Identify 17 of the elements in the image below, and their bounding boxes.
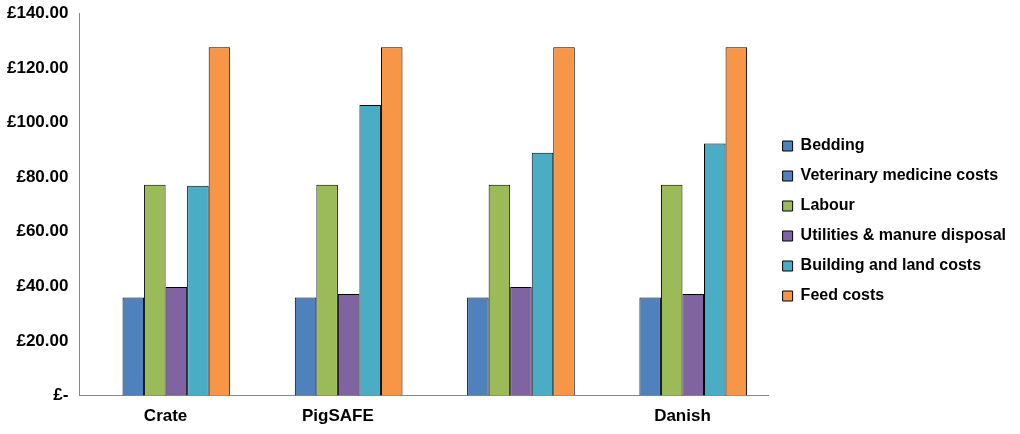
legend-label: Veterinary medicine costs: [800, 166, 999, 184]
legend-label: Feed costs: [800, 286, 885, 304]
y-tick-label: £80.00: [16, 166, 69, 186]
legend-label: Labour: [800, 196, 855, 214]
y-tick-label: £120.00: [7, 57, 69, 77]
legend-label: Utilities & manure disposal: [800, 226, 1007, 244]
y-tick-label: £20.00: [16, 330, 69, 350]
x-tick-label: Crate: [143, 406, 188, 426]
y-tick-label: £-: [53, 385, 69, 405]
y-tick-label: £140.00: [7, 2, 69, 22]
x-tick-label: Danish: [654, 406, 711, 426]
legend-label: Bedding: [800, 136, 865, 154]
legend-label: Building and land costs: [800, 256, 982, 274]
x-tick-label: PigSAFE: [301, 406, 374, 426]
y-tick-label: £40.00: [16, 276, 69, 296]
y-tick-label: £100.00: [7, 112, 69, 132]
y-tick-label: £60.00: [16, 221, 69, 241]
